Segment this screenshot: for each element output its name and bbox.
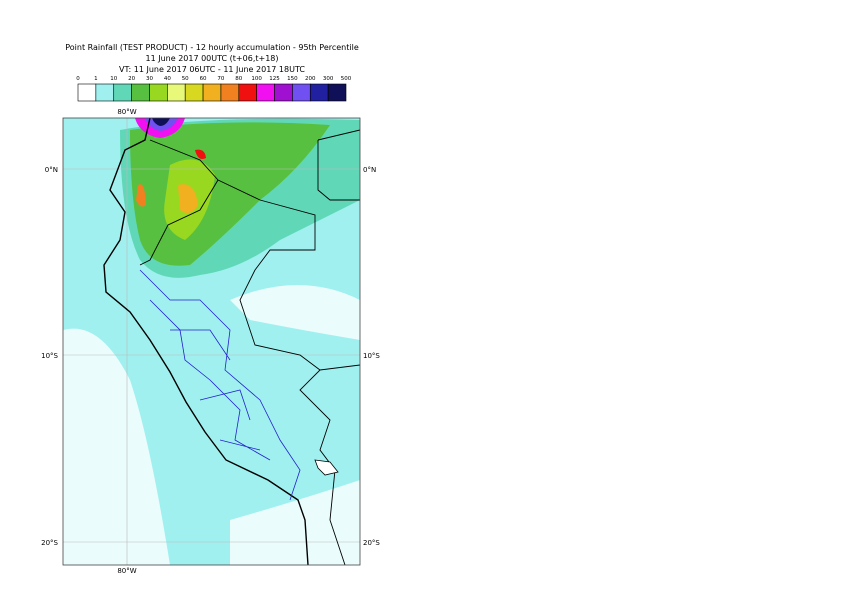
colorbar-label: 20 xyxy=(128,76,135,82)
colorbar-label: 30 xyxy=(146,76,153,82)
colorbar-label: 125 xyxy=(269,76,280,82)
lat-label: 0°N xyxy=(45,166,58,174)
lat-label: 10°S xyxy=(363,352,380,360)
colorbar-swatch xyxy=(327,83,347,102)
colorbar-swatch xyxy=(77,83,97,102)
lat-label: 20°S xyxy=(363,539,380,547)
colorbar-label: 60 xyxy=(200,76,207,82)
colorbar-label: 200 xyxy=(305,76,316,82)
colorbar-label: 150 xyxy=(287,76,298,82)
colorbar-swatch xyxy=(149,83,168,102)
lat-label: 20°S xyxy=(41,539,58,547)
colorbar-swatch xyxy=(113,83,132,102)
colorbar-label: 1 xyxy=(94,76,98,82)
title-line: VT: 11 June 2017 06UTC - 11 June 2017 18… xyxy=(119,65,305,74)
colorbar-label: 80 xyxy=(235,76,242,82)
colorbar-swatch xyxy=(309,83,329,102)
colorbar-swatch xyxy=(184,83,204,102)
colorbar-label: 500 xyxy=(341,76,352,82)
colorbar-label: 0 xyxy=(76,76,80,82)
colorbar-label: 100 xyxy=(251,76,262,82)
title-line: Point Rainfall (TEST PRODUCT) - 12 hourl… xyxy=(65,43,359,52)
colorbar-swatch xyxy=(220,83,240,102)
colorbar-swatch xyxy=(256,83,275,102)
colorbar-swatch xyxy=(274,83,293,102)
lat-label: 10°S xyxy=(41,352,58,360)
lat-label: 0°N xyxy=(363,166,376,174)
colorbar-label: 50 xyxy=(182,76,189,82)
colorbar-swatch xyxy=(292,83,311,102)
colorbar-label: 40 xyxy=(164,76,171,82)
colorbar-swatch xyxy=(238,83,257,102)
colorbar-swatch xyxy=(202,83,222,102)
colorbar: 0 1 10 20 30 40 50 60 70 80 100 125 150 200 300 500 xyxy=(76,76,352,102)
title-line: 11 June 2017 00UTC (t+06,t+18) xyxy=(146,54,279,63)
colorbar-swatch xyxy=(131,83,150,102)
colorbar-swatch xyxy=(167,83,186,102)
lon-label: 80°W xyxy=(117,567,136,575)
lon-label: 80°W xyxy=(117,108,136,116)
colorbar-label: 300 xyxy=(323,76,334,82)
colorbar-label: 10 xyxy=(110,76,117,82)
map-frame xyxy=(62,117,361,566)
colorbar-label: 70 xyxy=(217,76,224,82)
map-area xyxy=(63,118,360,565)
colorbar-swatch xyxy=(95,83,115,102)
